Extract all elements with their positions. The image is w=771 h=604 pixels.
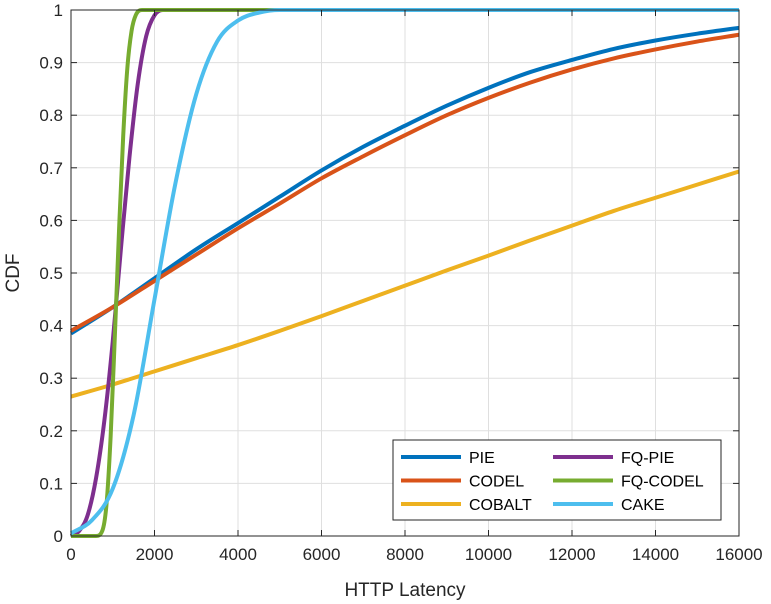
- y-tick-label: 1: [54, 1, 63, 20]
- series-line-codel: [70, 32, 740, 333]
- series-line-cobalt: [70, 169, 740, 399]
- y-tick-label: 0.8: [39, 106, 63, 125]
- x-tick-label: 10000: [465, 545, 512, 564]
- legend-label: CAKE: [621, 497, 665, 514]
- y-tick-label: 0.4: [39, 317, 63, 336]
- axis-tick-labels: 0 2000 4000 6000 8000 10000 12000 14000 16000 0 0.…: [39, 1, 762, 564]
- y-axis-label: CDF: [3, 253, 24, 292]
- legend-label: COBALT: [469, 497, 532, 514]
- y-tick-label: 0.2: [39, 422, 63, 441]
- x-tick-label: 14000: [632, 545, 679, 564]
- series-line-pie: [69, 25, 740, 336]
- x-tick-label: 2000: [136, 545, 174, 564]
- y-tick-label: 0.1: [39, 474, 63, 493]
- x-tick-label: 16000: [715, 545, 762, 564]
- legend-label: PIE: [469, 450, 495, 467]
- legend-label: FQ-CODEL: [621, 474, 704, 491]
- legend: PIE CODEL COBALT FQ-PIE FQ-CODEL CAKE: [392, 439, 722, 521]
- x-axis-label: HTTP Latency: [344, 580, 466, 601]
- x-tick-label: 8000: [386, 545, 424, 564]
- legend-label: CODEL: [469, 474, 524, 491]
- y-tick-label: 0.5: [39, 264, 63, 283]
- x-tick-label: 0: [66, 545, 75, 564]
- x-tick-label: 4000: [219, 545, 257, 564]
- x-tick-label: 6000: [303, 545, 341, 564]
- legend-label: FQ-PIE: [621, 450, 674, 467]
- y-tick-label: 0.3: [39, 369, 63, 388]
- x-tick-label: 12000: [548, 545, 595, 564]
- y-tick-label: 0.7: [39, 159, 63, 178]
- y-tick-label: 0.9: [39, 54, 63, 73]
- y-tick-label: 0: [54, 527, 63, 546]
- y-tick-label: 0.6: [39, 211, 63, 230]
- axis-ticks: [70, 9, 740, 537]
